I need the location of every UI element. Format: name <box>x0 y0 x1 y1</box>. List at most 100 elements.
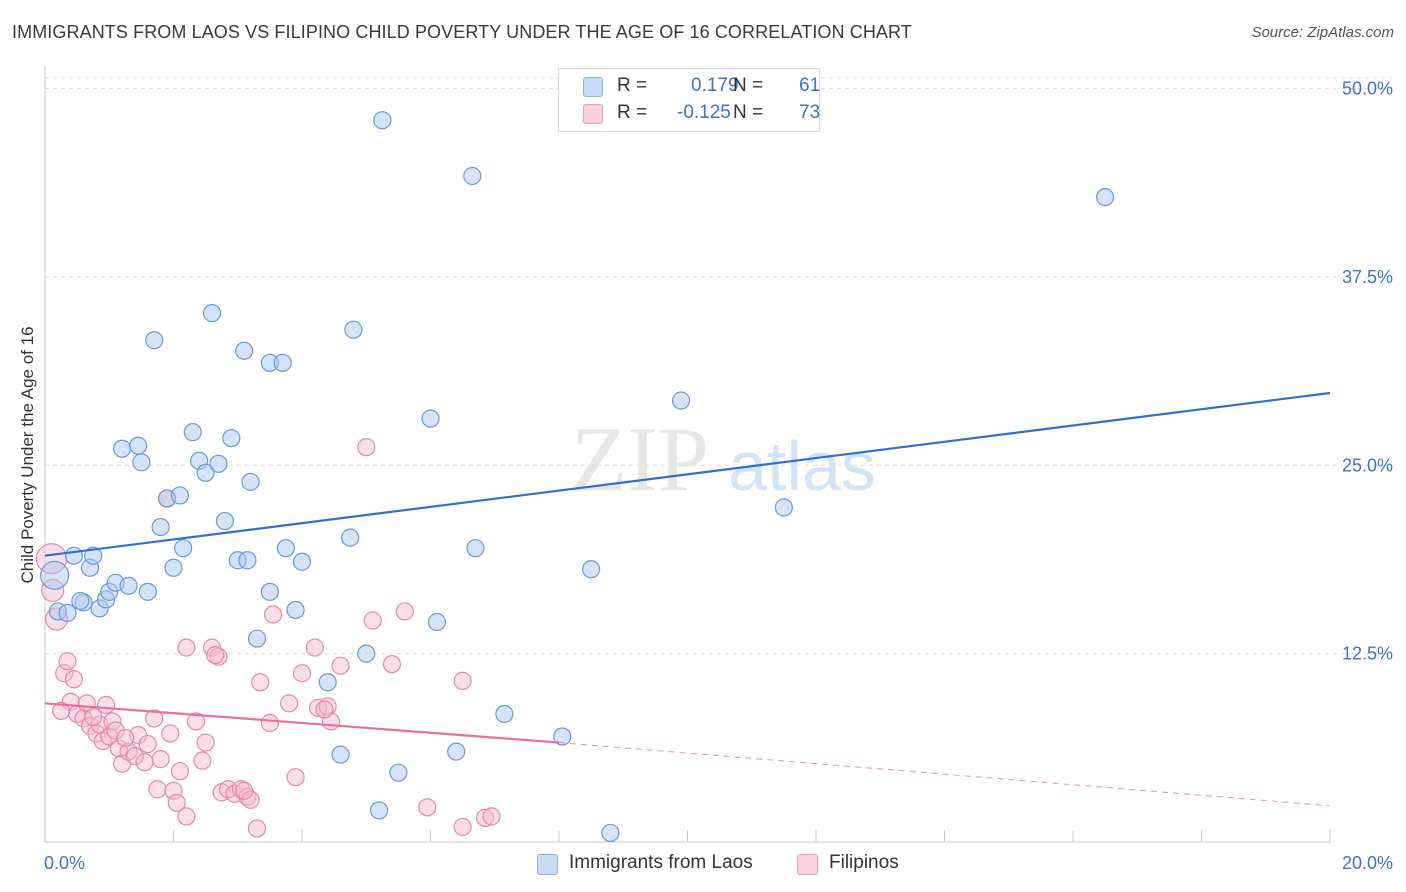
legend-swatch-filipinos <box>583 104 603 124</box>
filipinos-point <box>331 656 350 675</box>
filipinos-point <box>161 724 180 743</box>
laos-point <box>373 111 392 130</box>
laos-point <box>273 353 292 372</box>
laos-point <box>64 546 84 565</box>
laos-point <box>260 582 279 601</box>
filipinos-point <box>116 728 135 748</box>
filipinos-point <box>145 709 164 728</box>
filipinos-point <box>308 698 328 717</box>
filipinos-point <box>106 721 125 740</box>
y-tick-label: 50.0% <box>1342 79 1393 99</box>
laos-point <box>370 801 389 820</box>
filipinos-point <box>263 605 283 624</box>
filipinos-point <box>55 664 74 683</box>
filipinos-point <box>363 611 382 630</box>
laos-point <box>196 463 215 482</box>
filipinos-point <box>357 438 376 457</box>
laos-point <box>774 498 793 517</box>
laos-point <box>671 391 691 410</box>
filipinos-point <box>315 700 334 719</box>
laos-point <box>138 582 157 601</box>
laos-point <box>151 517 170 537</box>
legend-label-filipinos: Filipinos <box>829 852 899 873</box>
filipinos-point <box>196 733 215 752</box>
laos-point <box>601 823 620 843</box>
filipinos-point <box>135 753 154 772</box>
laos-point <box>202 304 222 323</box>
filipinos-point <box>292 664 312 683</box>
laos-points <box>40 111 1115 843</box>
filipinos-point <box>476 808 495 827</box>
filipinos-point <box>186 712 206 731</box>
laos-point <box>357 644 376 663</box>
filipinos-points <box>35 438 501 838</box>
legend-label-laos: Immigrants from Laos <box>569 852 753 873</box>
filipinos-point <box>74 709 93 728</box>
filipinos-trend-line <box>44 702 560 744</box>
filipinos-point <box>164 781 183 800</box>
filipinos-point <box>280 694 299 713</box>
laos-point <box>582 560 601 579</box>
laos-point <box>84 546 103 565</box>
laos-point <box>129 436 148 455</box>
laos-point <box>389 763 408 782</box>
laos-point <box>40 560 70 590</box>
laos-point <box>145 331 164 350</box>
filipinos-point <box>51 701 71 721</box>
trend-lines <box>44 391 1331 807</box>
source-label: Source: ZipAtlas.com <box>1251 24 1394 41</box>
watermark: ZIP atlas <box>571 408 876 510</box>
laos-point <box>463 166 482 186</box>
laos-point <box>421 409 440 428</box>
axes <box>44 66 1331 843</box>
chart-title: IMMIGRANTS FROM LAOS VS FILIPINO CHILD P… <box>12 22 912 42</box>
filipinos-point <box>382 655 402 674</box>
filipinos-point <box>247 819 267 838</box>
filipinos-point <box>96 695 116 714</box>
filipinos-point <box>138 734 157 754</box>
filipinos-point <box>193 751 212 770</box>
filipinos-point <box>251 673 270 692</box>
filipinos-point <box>453 671 472 690</box>
laos-trend-line <box>44 391 1331 557</box>
legend-n-value: 61 <box>799 75 821 96</box>
filipinos-point <box>148 780 167 799</box>
legend-r-value: 0.179 <box>691 75 739 96</box>
laos-point <box>183 423 202 442</box>
laos-point <box>466 539 485 558</box>
filipinos-point <box>58 652 77 671</box>
laos-point <box>276 539 296 558</box>
laos-point <box>241 472 260 491</box>
legend-swatch-laos <box>537 854 558 875</box>
filipinos-point <box>482 807 501 826</box>
laos-point <box>170 486 190 505</box>
laos-point <box>341 528 360 547</box>
filipinos-point <box>453 817 472 837</box>
legend-swatch-laos <box>583 77 603 97</box>
laos-point <box>222 429 241 448</box>
legend-r-label: R = <box>617 102 648 123</box>
laos-point <box>247 629 267 648</box>
laos-point <box>495 704 514 724</box>
filipinos-point <box>170 762 190 781</box>
legend-r-label: R = <box>617 75 648 96</box>
laos-point <box>112 439 132 458</box>
laos-point <box>1096 187 1115 207</box>
y-tick-label: 12.5% <box>1342 644 1393 664</box>
laos-point <box>286 600 305 620</box>
laos-point <box>331 745 350 764</box>
legend-swatch-filipinos <box>797 854 818 875</box>
laos-point <box>427 612 447 632</box>
filipinos-point <box>125 747 145 766</box>
watermark-zip: ZIP <box>571 408 709 510</box>
laos-point <box>235 341 254 360</box>
x-tick-label: 0.0% <box>44 853 85 873</box>
laos-point <box>71 591 90 611</box>
filipinos-point <box>260 713 279 733</box>
series-legend: Immigrants from Laos Filipinos <box>0 851 1406 879</box>
filipinos-point <box>305 638 324 657</box>
correlation-legend: R = 0.179 N = 61 R = -0.125 N = 73 <box>558 68 820 132</box>
laos-point <box>174 539 193 558</box>
y-tick-label: 37.5% <box>1342 267 1393 287</box>
